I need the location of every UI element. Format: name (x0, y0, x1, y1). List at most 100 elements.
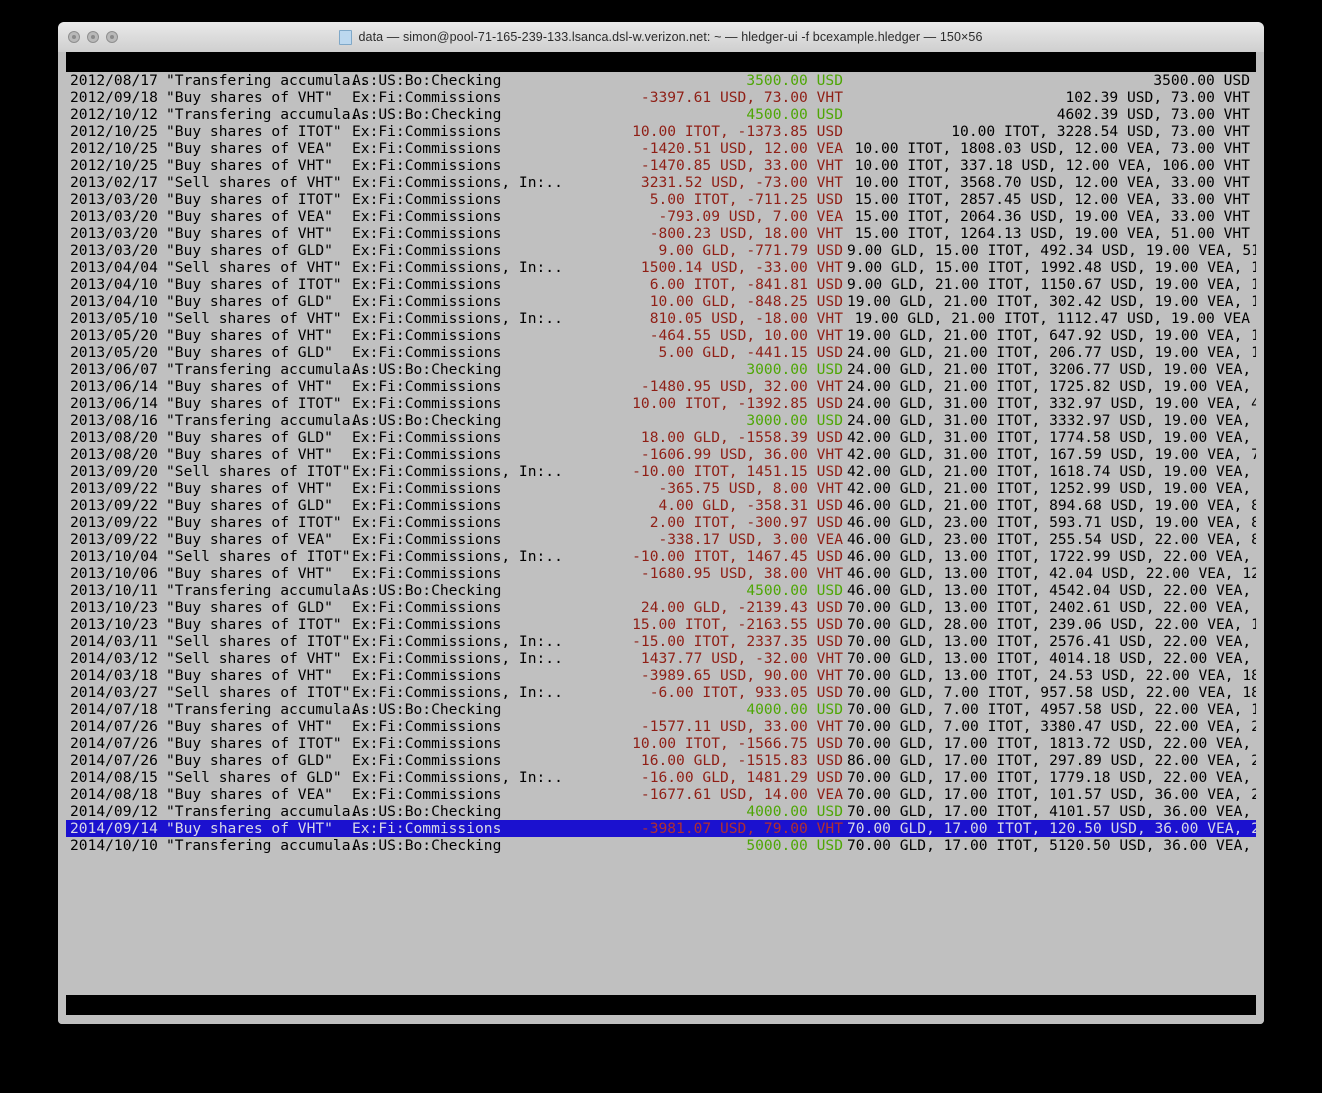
transaction-row[interactable]: 2014/07/26 "Buy shares of VHT" Ex:Fi:Commi… (66, 718, 1256, 735)
transaction-account: Ex:Fi:Commissions (352, 293, 502, 310)
transaction-row[interactable]: 2013/10/23 "Buy shares of GLD" Ex:Fi:Commi… (66, 599, 1256, 616)
transaction-row[interactable]: 2013/10/04 "Sell shares of ITOT" Ex:Fi:Com… (66, 548, 1256, 565)
transaction-row[interactable]: 2013/09/20 "Sell shares of ITOT" Ex:Fi:Com… (66, 463, 1256, 480)
transaction-row[interactable]: 2012/10/12 "Transfering accumula.. As:US:B… (66, 106, 1256, 123)
transaction-row[interactable]: 2013/10/11 "Transfering accumula.. As:US:B… (66, 582, 1256, 599)
transaction-row[interactable]: 2014/07/26 "Buy shares of ITOT" Ex:Fi:Comm… (66, 735, 1256, 752)
transaction-row[interactable]: 2013/05/10 "Sell shares of VHT" Ex:Fi:Comm… (66, 310, 1256, 327)
transaction-row[interactable]: 2013/06/07 "Transfering accumula.. As:US:B… (66, 361, 1256, 378)
transaction-change: -1677.61 USD, 14.00 VEA (640, 786, 843, 803)
transaction-row[interactable]: 2014/08/15 "Sell shares of GLD" Ex:Fi:Comm… (66, 769, 1256, 786)
transaction-row[interactable]: 2013/06/14 "Buy shares of ITOT" Ex:Fi:Comm… (66, 395, 1256, 412)
transaction-change: -1577.11 USD, 33.00 VHT (640, 718, 843, 735)
close-button[interactable] (68, 31, 80, 43)
transaction-date: 2012/08/17 (70, 72, 158, 89)
transaction-balance: 19.00 GLD, 21.00 ITOT, 302.42 USD, 19.00… (847, 293, 1256, 310)
window-controls[interactable] (68, 31, 118, 43)
transaction-row[interactable]: 2013/04/10 "Buy shares of ITOT" Ex:Fi:Comm… (66, 276, 1256, 293)
transaction-description: "Buy shares of ITOT" (166, 395, 342, 412)
transaction-change: -800.23 USD, 18.00 VHT (649, 225, 843, 242)
transaction-description: "Buy shares of VEA" (166, 531, 333, 548)
terminal-body[interactable]: ────────────────────── Assets:US:ETrade … (58, 52, 1264, 1024)
transaction-description: "Buy shares of GLD" (166, 293, 333, 310)
transaction-balance: 42.00 GLD, 21.00 ITOT, 1618.74 USD, 19.0… (847, 463, 1252, 480)
transaction-list[interactable]: 2012/08/17 "Transfering accumula.. As:US:B… (66, 72, 1256, 995)
transaction-account: Ex:Fi:Commissions (352, 378, 502, 395)
transaction-change: -1606.99 USD, 36.00 VHT (640, 446, 843, 463)
transaction-date: 2013/09/22 (70, 514, 158, 531)
transaction-balance: 86.00 GLD, 17.00 ITOT, 297.89 USD, 22.00… (847, 752, 1256, 769)
transaction-change: 10.00 GLD, -848.25 USD (649, 293, 843, 310)
transaction-row[interactable]: 2013/09/22 "Buy shares of VEA" Ex:Fi:Commi… (66, 531, 1256, 548)
transaction-row[interactable]: 2013/09/22 "Buy shares of VHT" Ex:Fi:Commi… (66, 480, 1256, 497)
transaction-row[interactable]: 2012/10/25 "Buy shares of VEA" Ex:Fi:Commi… (66, 140, 1256, 157)
transaction-row[interactable]: 2014/10/10 "Transfering accumula.. As:US:B… (66, 837, 1256, 854)
transaction-row[interactable]: 2013/04/10 "Buy shares of GLD" Ex:Fi:Commi… (66, 293, 1256, 310)
transaction-row[interactable]: 2013/03/20 "Buy shares of VHT" Ex:Fi:Commi… (66, 225, 1256, 242)
transaction-description: "Buy shares of GLD" (166, 752, 333, 769)
transaction-row[interactable]: 2012/10/25 "Buy shares of VHT" Ex:Fi:Commi… (66, 157, 1256, 174)
transaction-date: 2013/05/20 (70, 344, 158, 361)
transaction-balance: 9.00 GLD, 15.00 ITOT, 1992.48 USD, 19.00… (847, 259, 1256, 276)
transaction-description: "Transfering accumula.. (166, 72, 369, 89)
transaction-row[interactable]: 2014/07/26 "Buy shares of GLD" Ex:Fi:Commi… (66, 752, 1256, 769)
transaction-date: 2012/10/25 (70, 157, 158, 174)
transaction-account: Ex:Fi:Commissions (352, 599, 502, 616)
transaction-row[interactable]: 2013/08/20 "Buy shares of GLD" Ex:Fi:Commi… (66, 429, 1256, 446)
transaction-row[interactable]: 2013/10/06 "Buy shares of VHT" Ex:Fi:Commi… (66, 565, 1256, 582)
transaction-row[interactable]: 2014/09/12 "Transfering accumula.. As:US:B… (66, 803, 1256, 820)
transaction-row[interactable]: 2013/04/04 "Sell shares of VHT" Ex:Fi:Comm… (66, 259, 1256, 276)
transaction-row[interactable]: 2013/03/20 "Buy shares of VEA" Ex:Fi:Commi… (66, 208, 1256, 225)
transaction-row[interactable]: 2013/02/17 "Sell shares of VHT" Ex:Fi:Comm… (66, 174, 1256, 191)
zoom-button[interactable] (106, 31, 118, 43)
transaction-description: "Buy shares of GLD" (166, 242, 333, 259)
terminal-screen[interactable]: ────────────────────── Assets:US:ETrade … (66, 52, 1256, 1024)
status-bar: ─────────── left:back C:cleared? right/e… (66, 995, 1256, 1015)
transaction-balance: 70.00 GLD, 17.00 ITOT, 5120.50 USD, 36.0… (847, 837, 1252, 854)
transaction-row[interactable]: 2012/08/17 "Transfering accumula.. As:US:B… (66, 72, 1256, 89)
minimize-button[interactable] (87, 31, 99, 43)
transaction-row[interactable]: 2013/03/20 "Buy shares of GLD" Ex:Fi:Commi… (66, 242, 1256, 259)
transaction-balance: 10.00 ITOT, 337.18 USD, 12.00 VEA, 106.0… (854, 157, 1250, 174)
transaction-balance: 9.00 GLD, 21.00 ITOT, 1150.67 USD, 19.00… (847, 276, 1256, 293)
transaction-account: Ex:Fi:Commissions (352, 667, 502, 684)
transaction-description: "Buy shares of VEA" (166, 208, 333, 225)
transaction-row[interactable]: 2014/03/11 "Sell shares of ITOT" Ex:Fi:Com… (66, 633, 1256, 650)
transaction-row[interactable]: 2014/03/27 "Sell shares of ITOT" Ex:Fi:Com… (66, 684, 1256, 701)
transaction-row[interactable]: 2013/05/20 "Buy shares of VHT" Ex:Fi:Commi… (66, 327, 1256, 344)
transaction-description: "Sell shares of ITOT" (166, 684, 351, 701)
transaction-row[interactable]: 2013/05/20 "Buy shares of GLD" Ex:Fi:Commi… (66, 344, 1256, 361)
transaction-row[interactable]: 2012/09/18 "Buy shares of VHT" Ex:Fi:Commi… (66, 89, 1256, 106)
transaction-row[interactable]: 2013/10/23 "Buy shares of ITOT" Ex:Fi:Comm… (66, 616, 1256, 633)
transaction-row[interactable]: 2012/10/25 "Buy shares of ITOT" Ex:Fi:Comm… (66, 123, 1256, 140)
transaction-balance: 42.00 GLD, 31.00 ITOT, 1774.58 USD, 19.0… (847, 429, 1252, 446)
transaction-row[interactable]: 2013/09/22 "Buy shares of ITOT" Ex:Fi:Comm… (66, 514, 1256, 531)
transaction-description: "Buy shares of VHT" (166, 89, 333, 106)
transaction-date: 2013/08/20 (70, 429, 158, 446)
transaction-description: "Transfering accumula.. (166, 582, 369, 599)
transaction-date: 2014/08/18 (70, 786, 158, 803)
transaction-row[interactable]: 2013/03/20 "Buy shares of ITOT" Ex:Fi:Comm… (66, 191, 1256, 208)
transaction-row[interactable]: 2014/08/18 "Buy shares of VEA" Ex:Fi:Commi… (66, 786, 1256, 803)
transaction-row[interactable]: 2013/06/14 "Buy shares of VHT" Ex:Fi:Commi… (66, 378, 1256, 395)
transaction-row[interactable]: 2013/08/20 "Buy shares of VHT" Ex:Fi:Commi… (66, 446, 1256, 463)
transaction-balance: 70.00 GLD, 7.00 ITOT, 957.58 USD, 22.00 … (847, 684, 1256, 701)
transaction-change: -10.00 ITOT, 1467.45 USD (632, 548, 843, 565)
transaction-description: "Sell shares of VHT" (166, 174, 342, 191)
transaction-change: 9.00 GLD, -771.79 USD (658, 242, 843, 259)
transaction-row[interactable]: 2014/03/12 "Sell shares of VHT" Ex:Fi:Comm… (66, 650, 1256, 667)
transaction-change: 10.00 ITOT, -1373.85 USD (632, 123, 843, 140)
transaction-row[interactable]: 2014/09/14 "Buy shares of VHT" Ex:Fi:Commi… (66, 820, 1256, 837)
transaction-account: Ex:Fi:Commissions, In:.. (352, 650, 563, 667)
transaction-row[interactable]: 2013/08/16 "Transfering accumula.. As:US:B… (66, 412, 1256, 429)
window-titlebar[interactable]: data — simon@pool-71-165-239-133.lsanca.… (58, 22, 1264, 53)
transaction-row[interactable]: 2013/09/22 "Buy shares of GLD" Ex:Fi:Commi… (66, 497, 1256, 514)
transaction-change: -3989.65 USD, 90.00 VHT (640, 667, 843, 684)
transaction-balance: 70.00 GLD, 13.00 ITOT, 4014.18 USD, 22.0… (847, 650, 1252, 667)
transaction-row[interactable]: 2014/07/18 "Transfering accumula.. As:US:B… (66, 701, 1256, 718)
transaction-description: "Buy shares of VHT" (166, 480, 333, 497)
transaction-date: 2012/10/12 (70, 106, 158, 123)
transaction-row[interactable]: 2014/03/18 "Buy shares of VHT" Ex:Fi:Commi… (66, 667, 1256, 684)
transaction-date: 2013/06/07 (70, 361, 158, 378)
transaction-date: 2014/03/18 (70, 667, 158, 684)
